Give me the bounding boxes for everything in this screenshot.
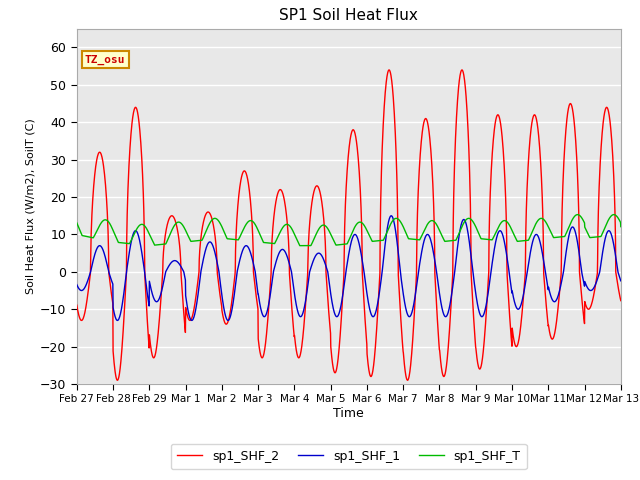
sp1_SHF_2 (584, 306, 592, 312)
Line: sp1_SHF_1: sp1_SHF_1 (77, 216, 621, 321)
sp1_SHF_1 (376, 282, 384, 288)
sp1_SHF_1 (508, 285, 515, 291)
sp1_SHF_2 (570, 110, 577, 116)
sp1_SHF_T (376, 238, 384, 243)
Y-axis label: Soil Heat Flux (W/m2), SoilT (C): Soil Heat Flux (W/m2), SoilT (C) (26, 119, 36, 294)
sp1_SHF_2 (508, 335, 515, 340)
sp1_SHF_2 (225, 316, 232, 322)
Text: TZ_osu: TZ_osu (85, 55, 125, 65)
sp1_SHF_2 (73, 302, 81, 308)
X-axis label: Time: Time (333, 407, 364, 420)
Legend: sp1_SHF_2, sp1_SHF_1, sp1_SHF_T: sp1_SHF_2, sp1_SHF_1, sp1_SHF_T (171, 444, 527, 469)
sp1_SHF_T (584, 231, 592, 237)
sp1_SHF_T (610, 212, 618, 217)
sp1_SHF_T (617, 224, 625, 229)
sp1_SHF_2 (376, 214, 384, 219)
sp1_SHF_1 (225, 317, 232, 323)
sp1_SHF_T (73, 220, 81, 226)
sp1_SHF_1 (584, 286, 592, 292)
sp1_SHF_T (569, 216, 577, 221)
sp1_SHF_2 (365, 365, 372, 371)
sp1_SHF_1 (387, 213, 395, 218)
sp1_SHF_1 (365, 301, 372, 307)
sp1_SHF_2 (617, 298, 625, 303)
sp1_SHF_1 (570, 224, 577, 230)
sp1_SHF_1 (224, 318, 232, 324)
sp1_SHF_2 (113, 377, 121, 383)
Title: SP1 Soil Heat Flux: SP1 Soil Heat Flux (280, 9, 418, 24)
sp1_SHF_T (225, 236, 232, 242)
Line: sp1_SHF_T: sp1_SHF_T (77, 215, 621, 246)
Line: sp1_SHF_2: sp1_SHF_2 (77, 70, 621, 380)
sp1_SHF_1 (617, 278, 625, 284)
sp1_SHF_T (507, 225, 515, 231)
sp1_SHF_T (296, 243, 303, 249)
sp1_SHF_1 (73, 282, 81, 288)
sp1_SHF_2 (385, 67, 393, 73)
sp1_SHF_T (365, 231, 372, 237)
